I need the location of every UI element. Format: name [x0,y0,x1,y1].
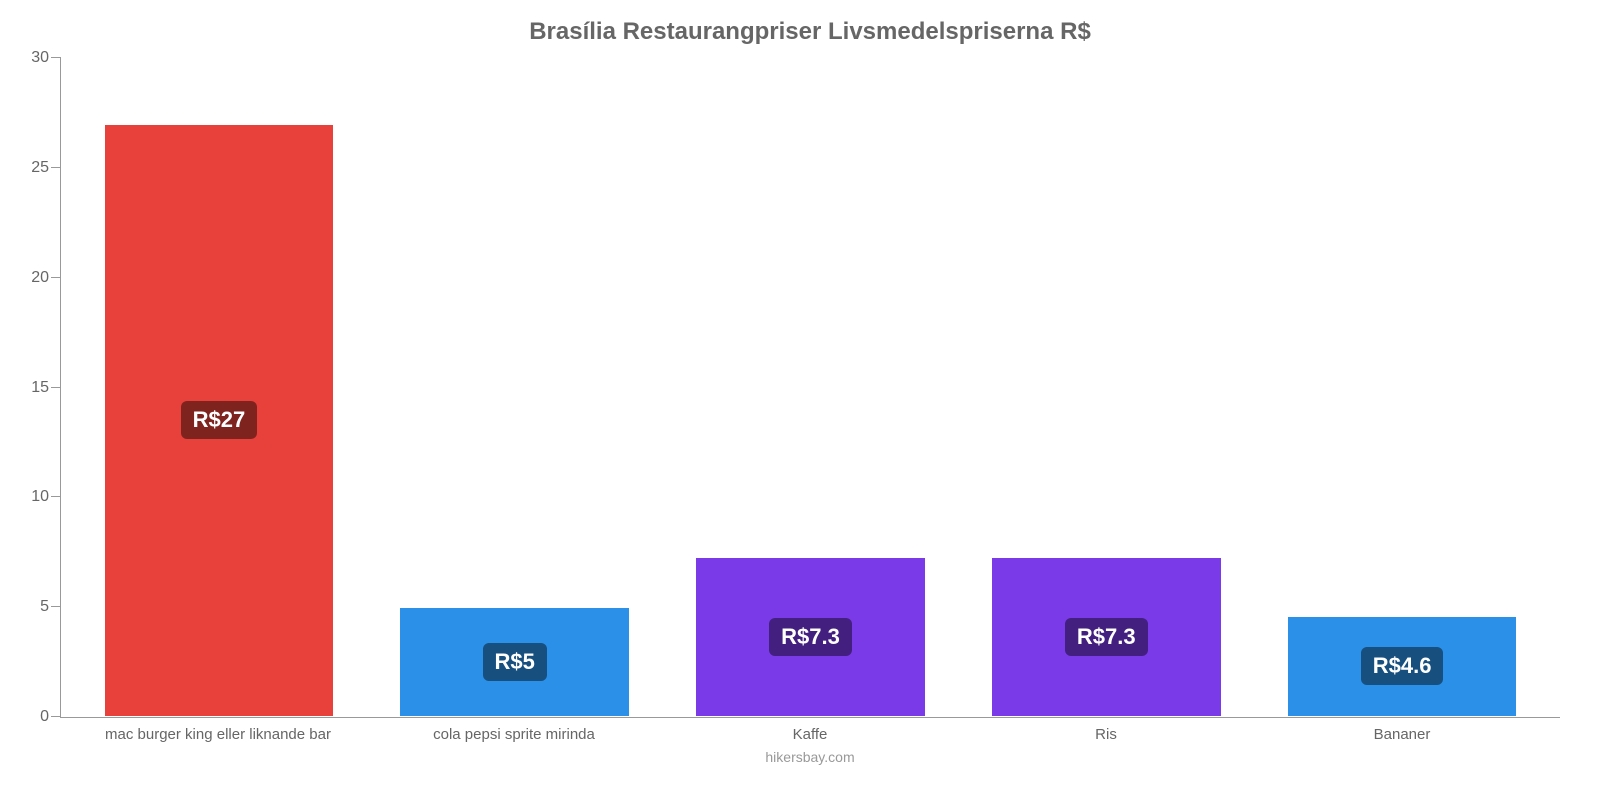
plot-area: R$27R$5R$7.3R$7.3R$4.6 051015202530 [60,58,1560,718]
x-axis-label: Bananer [1254,726,1550,743]
bar-value-badge: R$4.6 [1361,647,1444,685]
x-axis-label: cola pepsi sprite mirinda [366,726,662,743]
y-tick-label: 30 [31,49,61,67]
bar-slot: R$5 [367,58,663,717]
bar-value-badge: R$5 [483,643,547,681]
bar-slot: R$7.3 [663,58,959,717]
y-tick-label: 25 [31,159,61,177]
x-axis-label: mac burger king eller liknande bar [70,726,366,743]
y-tick-label: 5 [40,598,61,616]
bar-value-badge: R$27 [181,401,258,439]
bar-value-badge: R$7.3 [769,618,852,656]
bar: R$5 [399,607,630,717]
bar: R$27 [104,124,335,717]
credit-text: hikersbay.com [60,749,1560,765]
bar: R$4.6 [1287,616,1518,717]
x-axis-label: Ris [958,726,1254,743]
bar: R$7.3 [695,557,926,717]
price-bar-chart: Brasília Restaurangpriser Livsmedelspris… [0,0,1600,800]
y-tick-label: 0 [40,708,61,726]
bars-container: R$27 R$5 R$7.3 R$7.3 R$4.6 [61,58,1560,717]
bar-slot: R$4.6 [1254,58,1550,717]
bar: R$7.3 [991,557,1222,717]
bar-value-badge: R$7.3 [1065,618,1148,656]
y-tick-label: 10 [31,488,61,506]
bar-slot: R$27 [71,58,367,717]
y-tick-label: 15 [31,379,61,397]
bar-slot: R$7.3 [958,58,1254,717]
x-axis-label: Kaffe [662,726,958,743]
chart-title: Brasília Restaurangpriser Livsmedelspris… [60,18,1560,46]
y-tick-label: 20 [31,269,61,287]
x-axis-labels: mac burger king eller liknande barcola p… [60,718,1560,743]
